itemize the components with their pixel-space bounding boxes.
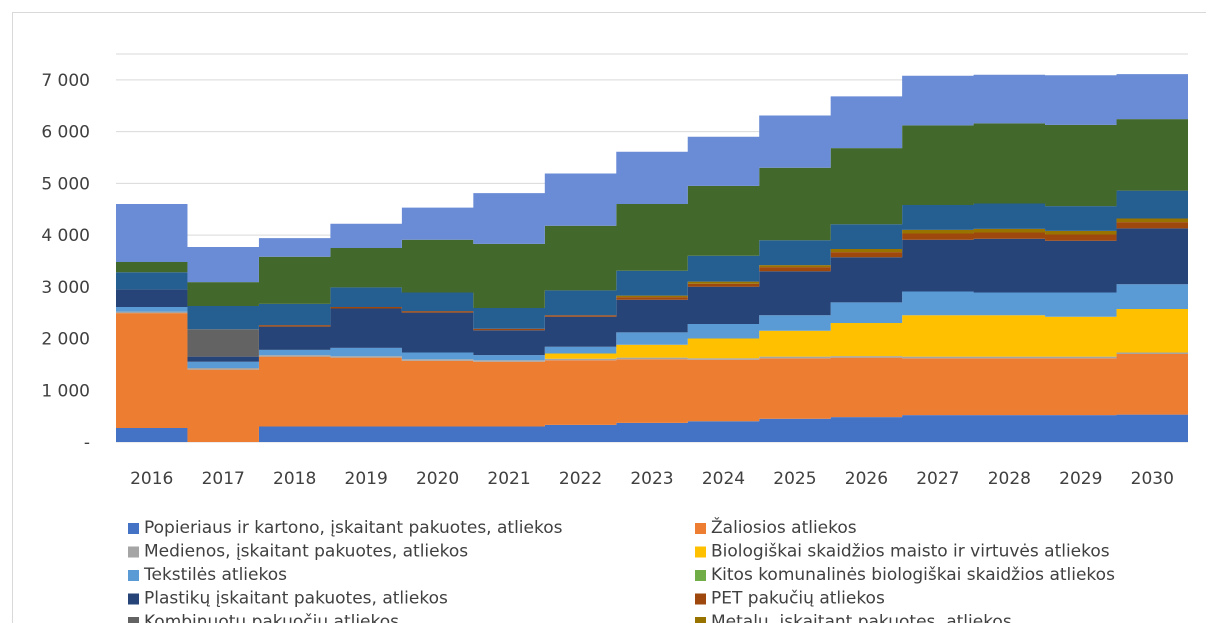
legend-swatch [128,546,139,558]
y-tick-label: 5 000 [41,174,90,194]
chart-frame [12,12,1206,623]
x-tick-label: 2021 [487,469,530,489]
x-tick-label: 2026 [845,469,888,489]
legend-label: Žaliosios atliekos [711,516,857,538]
y-tick-label: 6 000 [41,123,90,143]
y-tick-label: 7 000 [41,71,90,91]
legend-label: Popieriaus ir kartono, įskaitant pakuote… [144,518,563,538]
x-tick-label: 2022 [559,469,602,489]
series-area-3 [116,309,1188,369]
y-tick-label: 1 000 [41,381,90,401]
series-area-7 [116,222,1188,357]
x-tick-label: 2024 [702,469,745,489]
y-tick-label: 4 000 [41,226,90,246]
legend-label: PET pakučių atliekos [711,589,885,609]
series-area-2 [116,311,1188,370]
series-area-10 [116,190,1188,330]
y-tick-label: 3 000 [41,278,90,298]
x-tick-label: 2017 [202,469,245,489]
legend-swatch [695,617,706,623]
x-tick-label: 2020 [416,469,459,489]
legend: Popieriaus ir kartono, įskaitant pakuote… [128,516,1115,623]
data-areas [116,74,1188,442]
y-tick-label: - [84,433,90,453]
legend-label: Tekstilės atliekos [143,565,287,585]
legend-swatch [128,593,139,605]
x-axis-ticks: 2016 2017 2018 2019 2020 2021 2022 2023 2024 2025… [130,469,1174,489]
y-tick-label: 2 000 [41,330,90,350]
legend-label: Kombinuotų pakuočių atliekos [144,612,399,623]
legend-label: Medienos, įskaitant pakuotes, atliekos [144,542,468,562]
x-tick-label: 2023 [630,469,673,489]
legend-swatch [695,593,706,605]
legend-swatch [695,546,706,558]
legend-swatch [128,570,139,581]
series-area-8 [116,222,1188,357]
x-tick-label: 2025 [773,469,816,489]
series-area-0 [116,414,1188,442]
x-tick-label: 2019 [345,469,388,489]
legend-label: Biologiškai skaidžios maisto ir virtuvės… [711,542,1110,562]
legend-swatch [128,523,139,534]
legend-label: Metalų, įskaitant pakuotes, atliekos [711,612,1012,623]
series-area-1 [116,313,1188,442]
x-tick-label: 2028 [988,469,1031,489]
legend-swatch [695,570,706,581]
legend-swatch [128,617,139,623]
y-axis-ticks: - 1 000 2 000 3 000 4 000 5 000 6 000 7 000 [41,71,90,453]
legend-swatch [695,523,706,534]
x-tick-label: 2027 [916,469,959,489]
x-tick-label: 2018 [273,469,316,489]
x-tick-label: 2016 [130,469,173,489]
series-area-4 [116,284,1188,369]
x-tick-label: 2030 [1131,469,1174,489]
series-area-11 [116,119,1188,309]
legend-label: Kitos komunalinės biologiškai skaidžios … [711,565,1115,585]
series-area-6 [116,228,1188,362]
x-tick-label: 2029 [1059,469,1102,489]
legend-label: Plastikų įskaitant pakuotes, atliekos [144,589,448,609]
series-area-12 [116,74,1188,283]
